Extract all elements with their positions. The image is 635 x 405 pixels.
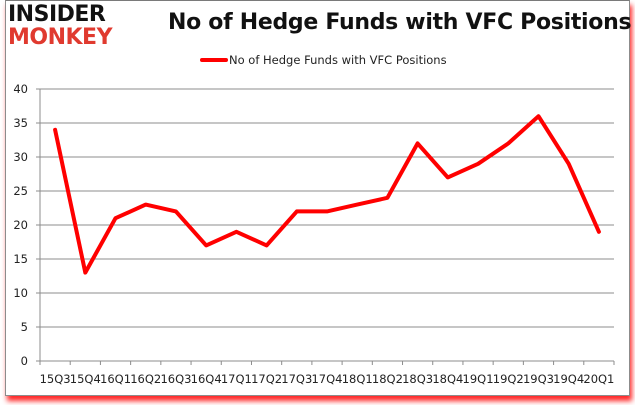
- x-tick-label: 20Q1: [583, 372, 614, 386]
- x-tick-label: 15Q3: [40, 372, 71, 386]
- x-tick-label: 16Q4: [191, 372, 222, 386]
- x-tick-label: 16Q3: [160, 372, 191, 386]
- y-tick-label: 10: [13, 286, 28, 300]
- x-tick-label: 17Q1: [221, 372, 252, 386]
- y-tick-label: 30: [13, 150, 28, 164]
- x-tick-label: 17Q4: [311, 372, 342, 386]
- x-tick-label: 19Q1: [463, 372, 494, 386]
- x-tick-label: 19Q2: [493, 372, 524, 386]
- x-tick-label: 19Q3: [523, 372, 554, 386]
- y-tick-label: 0: [21, 354, 28, 368]
- x-tick-label: 17Q2: [251, 372, 282, 386]
- x-tick-label: 18Q2: [372, 372, 403, 386]
- insider-monkey-logo: INSIDER MONKEY: [8, 2, 113, 50]
- x-tick-label: 17Q3: [281, 372, 312, 386]
- y-tick-label: 35: [13, 116, 28, 130]
- x-tick-label: 18Q4: [432, 372, 463, 386]
- legend-label: No of Hedge Funds with VFC Positions: [229, 53, 447, 67]
- y-tick-label: 40: [13, 82, 28, 96]
- y-axis-ticks: 0 5 10 15 20 25 30 35 40: [13, 82, 28, 368]
- x-tick-label: 16Q1: [100, 372, 131, 386]
- chart-frame: [5, 0, 630, 396]
- x-tick-label: 18Q1: [342, 372, 373, 386]
- x-tick-label: 15Q4: [70, 372, 101, 386]
- x-axis-ticks: 15Q3 15Q4 16Q1 16Q2 16Q3 16Q4 17Q1 17Q2 17Q3 17Q4…: [39, 361, 615, 386]
- y-tick-label: 20: [13, 218, 28, 232]
- x-tick-label: 18Q3: [402, 372, 433, 386]
- series-line: [53, 114, 601, 275]
- x-tick-label: 16Q2: [130, 372, 161, 386]
- y-tick-label: 25: [13, 184, 28, 198]
- chart-legend: No of Hedge Funds with VFC Positions: [200, 53, 447, 67]
- logo-line-1: INSIDER: [8, 2, 106, 27]
- x-tick-label: 19Q4: [553, 372, 584, 386]
- y-tick-label: 5: [21, 320, 28, 334]
- chart-title: No of Hedge Funds with VFC Positions: [168, 10, 632, 35]
- legend-line-swatch-icon: [200, 58, 228, 62]
- logo-line-2: MONKEY: [8, 25, 113, 50]
- y-tick-label: 15: [13, 252, 28, 266]
- gridlines: [36, 88, 614, 362]
